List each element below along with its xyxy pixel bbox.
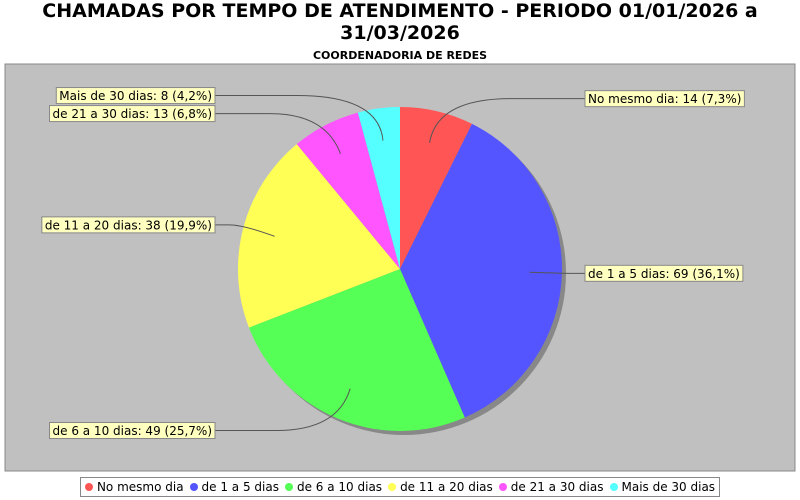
data-label: No mesmo dia: 14 (7,3%) [429, 90, 745, 143]
leader-line [215, 388, 351, 432]
legend-swatch [189, 483, 198, 491]
leader-line [529, 271, 585, 274]
value-label: Mais de 30 dias: 8 (4,2%) [59, 89, 212, 103]
pie-slice [400, 123, 562, 418]
legend-label: No mesmo dia [96, 480, 184, 494]
pie-slice [296, 112, 400, 269]
legend-label: de 11 a 20 dias [400, 480, 493, 494]
legend-item: Mais de 30 dias [609, 480, 716, 494]
legend-box: No mesmo dia de 1 a 5 dias de 6 a 10 dias d… [79, 477, 721, 497]
legend-label: Mais de 30 dias [621, 480, 716, 494]
pie-slice [238, 144, 400, 328]
legend-swatch [84, 483, 93, 491]
label-box [41, 216, 216, 234]
legend-swatch [388, 483, 397, 491]
leader-line [215, 113, 341, 155]
data-label: de 6 a 10 dias: 49 (25,7%) [49, 388, 351, 440]
legend-swatch [609, 483, 618, 491]
pie-slice [400, 107, 472, 269]
chart-subtitle: COORDENADORIA DE REDES [312, 49, 488, 62]
value-label: de 1 a 5 dias: 69 (36,1%) [588, 267, 740, 281]
pie-slice [248, 269, 465, 431]
legend-item: de 21 a 30 dias [498, 480, 604, 494]
chart: No mesmo dia: 14 (7,3%) de 1 a 5 dias: 69… [4, 63, 796, 472]
legend-swatch [284, 483, 293, 491]
data-label: de 11 a 20 dias: 38 (19,9%) [41, 216, 275, 237]
value-label: de 21 a 30 dias: 13 (6,8%) [53, 107, 213, 121]
legend-item: de 1 a 5 dias [189, 480, 279, 494]
value-label: de 6 a 10 dias: 49 (25,7%) [53, 424, 213, 438]
leader-line [215, 95, 384, 141]
label-box [584, 90, 745, 108]
value-label: No mesmo dia: 14 (7,3%) [588, 92, 741, 106]
label-box [584, 264, 744, 282]
legend-label: de 1 a 5 dias [201, 480, 279, 494]
chart-title: CHAMADAS POR TEMPO DE ATENDIMENTO - PERI… [42, 0, 758, 44]
legend-item: No mesmo dia [84, 480, 184, 494]
data-label: Mais de 30 dias: 8 (4,2%) [55, 87, 384, 141]
legend-swatch [498, 483, 507, 491]
value-label: de 11 a 20 dias: 38 (19,9%) [45, 218, 212, 232]
leader-line [215, 224, 275, 237]
data-label: de 21 a 30 dias: 13 (6,8%) [49, 105, 341, 155]
leader-line [429, 98, 585, 143]
label-box [55, 87, 216, 105]
data-label: de 1 a 5 dias: 69 (36,1%) [529, 264, 744, 282]
label-box [49, 422, 216, 440]
label-box [49, 105, 216, 123]
legend-item: de 11 a 20 dias [388, 480, 493, 494]
pie-slice [357, 107, 400, 269]
legend-item: de 6 a 10 dias [284, 480, 383, 494]
legend: No mesmo dia de 1 a 5 dias de 6 a 10 dias d… [0, 477, 800, 497]
legend-label: de 6 a 10 dias [296, 480, 383, 494]
legend-label: de 21 a 30 dias [510, 480, 604, 494]
